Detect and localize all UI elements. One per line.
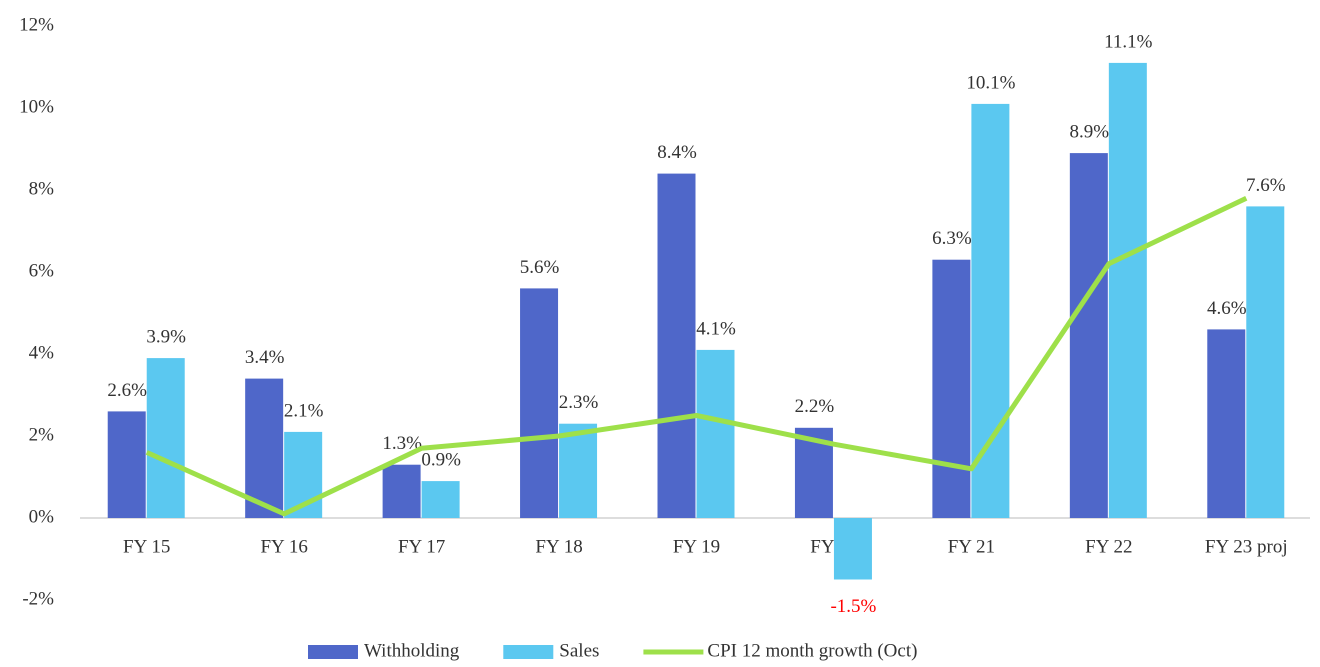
data-label: 4.1%: [696, 318, 736, 339]
data-label: 2.2%: [795, 396, 835, 417]
bar: [696, 349, 735, 518]
bar: [1069, 153, 1108, 518]
legend-swatch: [308, 645, 358, 659]
data-label: 8.9%: [1070, 121, 1110, 142]
line: [145, 195, 1248, 517]
bar: [107, 411, 146, 518]
y-tick-label: 4%: [29, 342, 55, 363]
bar: [932, 259, 971, 518]
bar: [146, 358, 185, 518]
data-label: 3.9%: [146, 326, 186, 347]
y-tick-label: 0%: [29, 506, 55, 527]
legend-label: Withholding: [364, 640, 460, 661]
x-tick-label: FY 19: [673, 536, 720, 557]
data-label: 1.3%: [382, 433, 422, 454]
y-tick-label: 6%: [29, 260, 55, 281]
x-tick-label: FY 16: [260, 536, 307, 557]
bar: [1207, 329, 1246, 518]
bar: [245, 378, 284, 518]
bar: [833, 518, 872, 580]
y-tick-label: -2%: [22, 588, 54, 609]
bar: [971, 103, 1010, 519]
x-tick-label: FY 22: [1085, 536, 1132, 557]
bar: [382, 464, 421, 518]
data-label: 3.4%: [245, 347, 285, 368]
data-label: 2.1%: [284, 400, 324, 421]
x-tick-label: FY 18: [535, 536, 582, 557]
legend-swatch: [503, 645, 554, 659]
data-label: 7.6%: [1246, 175, 1286, 196]
bar: [520, 288, 559, 518]
data-label: 0.9%: [421, 449, 461, 470]
legend-label: Sales: [559, 640, 599, 661]
bar: [657, 173, 696, 518]
x-tick-label: FY 23 proj: [1205, 536, 1288, 557]
data-label: 4.6%: [1207, 298, 1247, 319]
data-label: 8.4%: [657, 142, 697, 163]
legend-label: CPI 12 month growth (Oct): [707, 640, 917, 661]
bar: [1108, 62, 1147, 519]
y-tick-label: 12%: [19, 14, 54, 35]
data-label: -1.5%: [830, 596, 876, 617]
y-tick-label: 8%: [29, 178, 55, 199]
data-label: 2.3%: [559, 392, 599, 413]
bar: [559, 423, 598, 518]
x-tick-label: FY 15: [123, 536, 170, 557]
data-label: 10.1%: [966, 72, 1015, 93]
data-label: 11.1%: [1104, 31, 1153, 52]
y-tick-label: 10%: [19, 96, 54, 117]
y-tick-label: 2%: [29, 424, 55, 445]
bar: [1246, 206, 1285, 518]
data-label: 6.3%: [932, 228, 972, 249]
x-tick-label: FY 21: [948, 536, 995, 557]
x-tick-label: FY 17: [398, 536, 445, 557]
data-label: 2.6%: [107, 380, 147, 401]
data-label: 5.6%: [520, 257, 560, 278]
bar: [421, 481, 460, 518]
